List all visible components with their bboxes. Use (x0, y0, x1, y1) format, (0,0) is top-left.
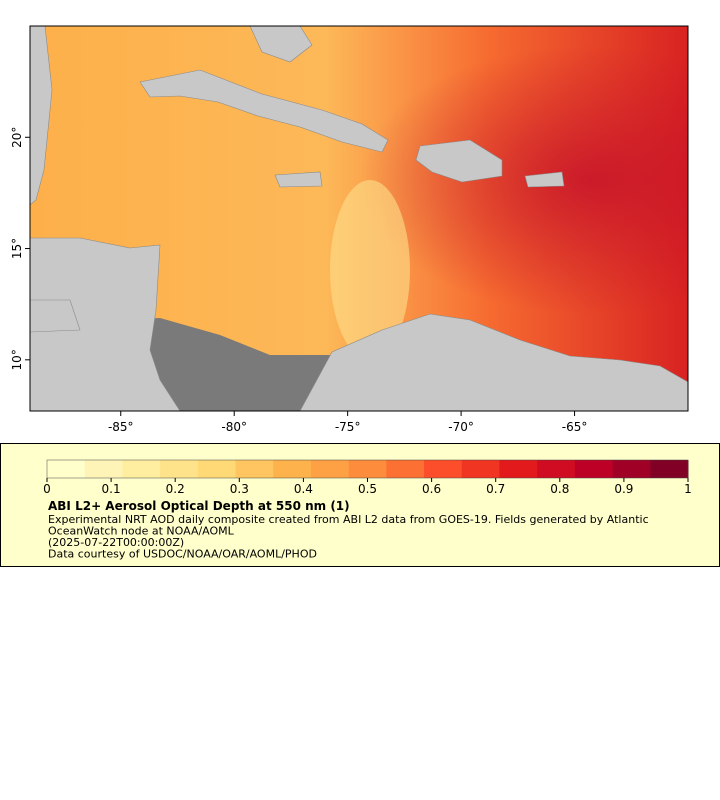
land-cuba (139, 69, 389, 153)
colorbar-swatch (461, 460, 500, 478)
note-line: (2025-07-22T00:00:00Z) (48, 536, 184, 549)
land-hispaniola (415, 139, 503, 183)
colorbar-tick-label: 0.4 (294, 482, 313, 496)
colorbar-swatch (612, 460, 651, 478)
colorbar-swatch (197, 460, 237, 478)
colorbar-swatch (537, 460, 576, 478)
colorbar-title: ABI L2+ Aerosol Optical Depth at 550 nm … (48, 499, 350, 513)
land-florida (249, 26, 313, 63)
colorbar-swatch (386, 460, 425, 478)
note-line: Experimental NRT AOD daily composite cre… (48, 513, 649, 526)
colorbar-tick-label: 0.1 (102, 482, 121, 496)
x-tick-label: -80° (221, 420, 247, 434)
colorbar-swatch (122, 460, 161, 478)
land-central-america (30, 237, 181, 411)
note-line: Data courtesy of USDOC/NOAA/OAR/AOML/PHO… (48, 548, 317, 561)
colorbar-tick-label: 0.6 (422, 482, 441, 496)
land-south-america (299, 313, 688, 411)
colorbar-swatch (310, 460, 350, 478)
colorbar-swatch (424, 460, 463, 478)
colorbar-tick-label: 0.9 (614, 482, 633, 496)
map-frame (29, 25, 689, 412)
colorbar-swatch (84, 460, 123, 478)
colorbar-tick-label: 0.2 (166, 482, 185, 496)
y-tick-label: 10° (10, 349, 24, 370)
colorbar-swatch (273, 460, 312, 478)
land-mexico (30, 26, 53, 206)
y-tick-label: 15° (10, 238, 24, 259)
land-jamaica (274, 171, 323, 188)
colorbar-tick-label: 0.3 (230, 482, 249, 496)
map-area (30, 26, 688, 411)
y-tick-label: 20° (10, 127, 24, 148)
note-line: OceanWatch node at NOAA/AOML (48, 525, 235, 538)
x-tick-label: -85° (108, 420, 134, 434)
colorbar-tick-label: 0.5 (358, 482, 377, 496)
colorbar-swatch (160, 460, 199, 478)
colorbar-swatch (47, 460, 86, 478)
colorbar-tick-label: 0 (43, 482, 51, 496)
x-tick-label: -75° (335, 420, 361, 434)
aod-low-band (330, 180, 410, 360)
x-tick-label: -70° (448, 420, 474, 434)
land-puerto-rico (524, 171, 565, 188)
colorbar-swatch (650, 460, 689, 478)
colorbar-tick-label: 1 (684, 482, 692, 496)
land (30, 26, 688, 411)
colorbar-swatch (574, 460, 614, 478)
colorbar-tick-label: 0.8 (550, 482, 569, 496)
colorbar-swatch (348, 460, 387, 478)
colorbar-tick-label: 0.7 (486, 482, 505, 496)
colorbar-swatch (235, 460, 274, 478)
colorbar-swatch (499, 460, 538, 478)
x-tick-label: -65° (562, 420, 588, 434)
